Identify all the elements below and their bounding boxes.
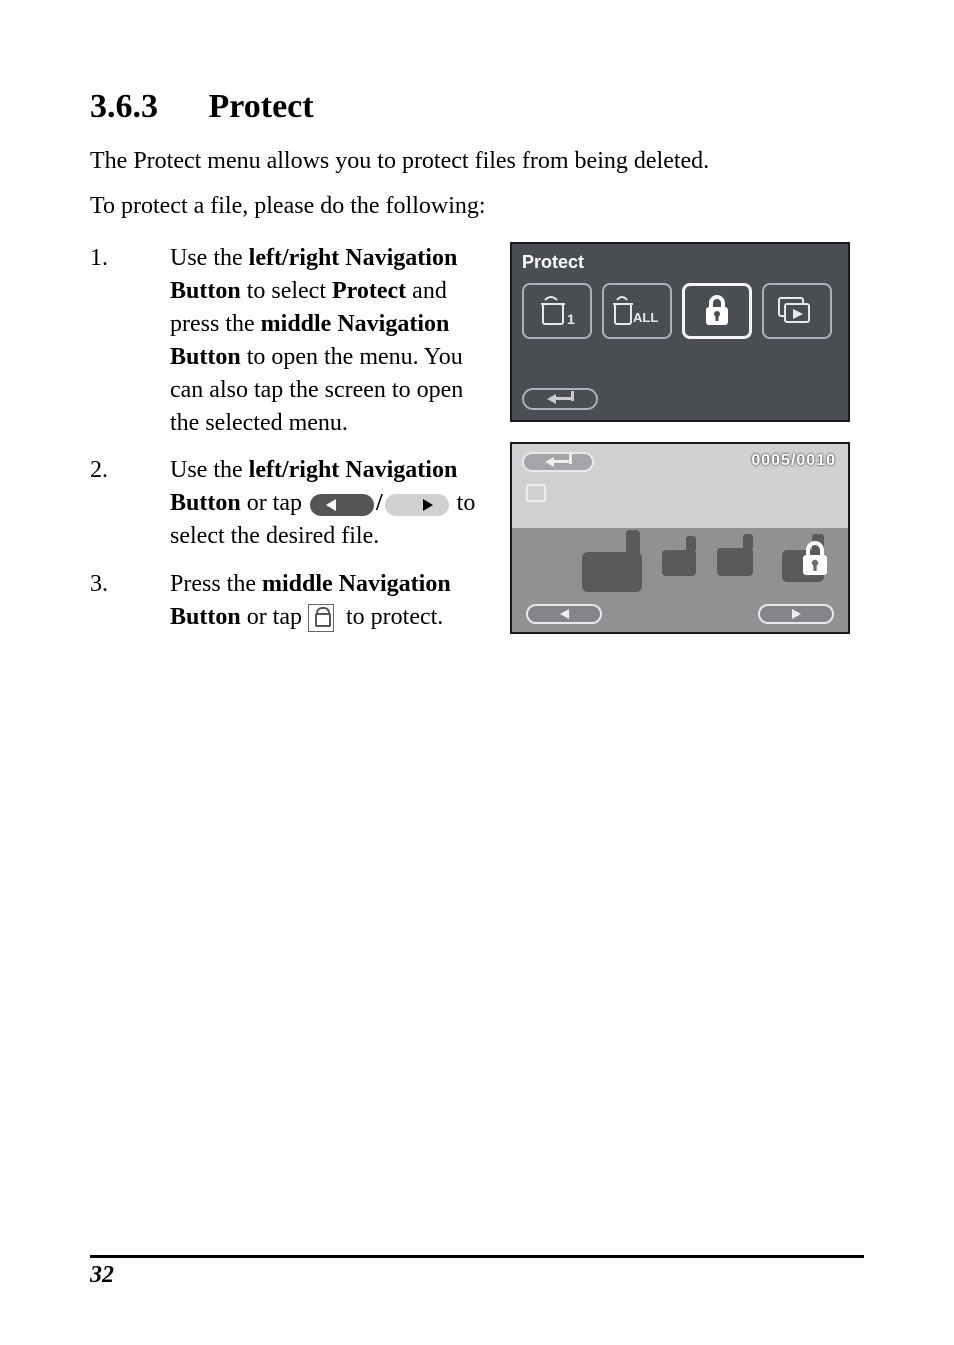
step-3-text: to protect. xyxy=(346,604,443,630)
step-1-marker: 1. xyxy=(90,242,170,441)
lock-icon xyxy=(308,604,334,632)
section-heading: 3.6.3 Protect xyxy=(90,88,864,126)
heading-number: 3.6.3 xyxy=(90,88,200,126)
file-preview-screenshot: 0005/0010 xyxy=(510,442,850,634)
delete-all-icon: ALL xyxy=(602,283,672,339)
step-3: 3. Press the middle Navigation Button or… xyxy=(90,568,490,634)
heading-title: Protect xyxy=(209,88,314,125)
step-2-text: or tap xyxy=(247,490,308,516)
step-1-bold-2: Protect xyxy=(332,278,406,304)
nav-right-icon xyxy=(385,494,449,516)
lock-overlay-icon xyxy=(798,539,832,584)
nav-left-icon xyxy=(310,494,374,516)
file-counter: 0005/0010 xyxy=(751,452,836,470)
svg-text:ALL: ALL xyxy=(633,310,658,325)
delete-one-icon: 1 xyxy=(522,283,592,339)
step-2-text: Use the xyxy=(170,457,249,483)
step-3-marker: 3. xyxy=(90,568,170,634)
step-2-marker: 2. xyxy=(90,454,170,553)
preview-deer-icon xyxy=(582,552,642,592)
page-footer: 32 xyxy=(90,1255,864,1289)
protect-icon xyxy=(682,283,752,339)
step-1-text: to select xyxy=(247,278,332,304)
step-1-text: Use the xyxy=(170,245,249,271)
overlay-back-button xyxy=(522,452,594,472)
step-3-text: Press the xyxy=(170,571,262,597)
step-2-slash: / xyxy=(376,490,383,516)
svg-text:1: 1 xyxy=(567,311,575,327)
protect-menu-screenshot: Protect 1 xyxy=(510,242,850,422)
overlay-nav-left xyxy=(526,604,602,624)
intro-paragraph-2: To protect a file, please do the followi… xyxy=(90,189,864,224)
step-1: 1. Use the left/right Navigation Button … xyxy=(90,242,490,441)
back-button-icon xyxy=(522,388,598,410)
intro-paragraph-1: The Protect menu allows you to protect f… xyxy=(90,144,864,179)
slideshow-icon xyxy=(762,283,832,339)
memory-card-icon xyxy=(526,484,546,502)
overlay-nav-right xyxy=(758,604,834,624)
preview-deer-icon xyxy=(717,548,753,576)
protect-menu-title: Protect xyxy=(522,252,838,273)
step-2: 2. Use the left/right Navigation Button … xyxy=(90,454,490,553)
preview-deer-icon xyxy=(662,550,696,576)
step-3-text: or tap xyxy=(247,604,308,630)
page-number: 32 xyxy=(90,1262,114,1288)
